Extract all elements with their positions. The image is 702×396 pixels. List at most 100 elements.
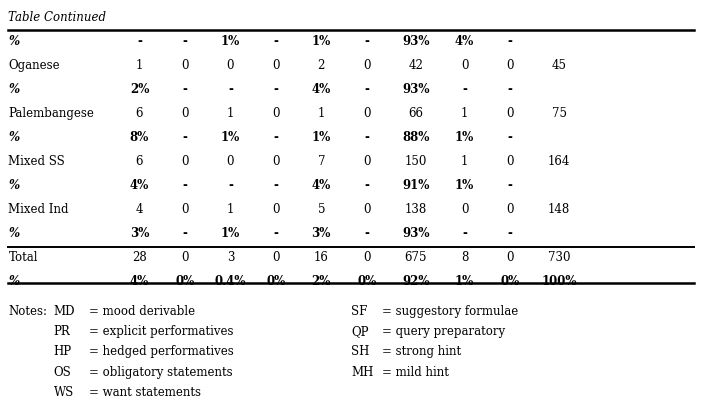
Text: 0: 0 bbox=[272, 59, 279, 72]
Text: 0: 0 bbox=[506, 251, 514, 264]
Text: 0: 0 bbox=[363, 155, 371, 168]
Text: 164: 164 bbox=[548, 155, 570, 168]
Text: 4%: 4% bbox=[312, 83, 331, 96]
Text: -: - bbox=[364, 131, 369, 144]
Text: -: - bbox=[228, 83, 233, 96]
Text: = want statements: = want statements bbox=[88, 386, 201, 396]
Text: 0%: 0% bbox=[501, 274, 519, 287]
Text: Palembangese: Palembangese bbox=[8, 107, 94, 120]
Text: -: - bbox=[462, 227, 467, 240]
Text: SF: SF bbox=[351, 305, 367, 318]
Text: 1%: 1% bbox=[220, 35, 240, 48]
Text: 1%: 1% bbox=[312, 35, 331, 48]
Text: = hedged performatives: = hedged performatives bbox=[88, 345, 234, 358]
Text: 0: 0 bbox=[363, 203, 371, 216]
Text: 730: 730 bbox=[548, 251, 570, 264]
Text: = mild hint: = mild hint bbox=[383, 366, 449, 379]
Text: 93%: 93% bbox=[402, 227, 430, 240]
Text: 6: 6 bbox=[135, 155, 143, 168]
Text: = obligatory statements: = obligatory statements bbox=[88, 366, 232, 379]
Text: -: - bbox=[273, 83, 278, 96]
Text: 0: 0 bbox=[272, 107, 279, 120]
Text: 675: 675 bbox=[404, 251, 427, 264]
Text: 1%: 1% bbox=[220, 227, 240, 240]
Text: -: - bbox=[364, 83, 369, 96]
Text: 91%: 91% bbox=[402, 179, 430, 192]
Text: 0: 0 bbox=[181, 251, 189, 264]
Text: %: % bbox=[8, 35, 20, 48]
Text: -: - bbox=[364, 179, 369, 192]
Text: -: - bbox=[508, 35, 512, 48]
Text: Mixed SS: Mixed SS bbox=[8, 155, 65, 168]
Text: = suggestory formulae: = suggestory formulae bbox=[383, 305, 519, 318]
Text: %: % bbox=[8, 179, 20, 192]
Text: 0: 0 bbox=[363, 251, 371, 264]
Text: PR: PR bbox=[54, 325, 71, 338]
Text: 42: 42 bbox=[409, 59, 423, 72]
Text: -: - bbox=[228, 179, 233, 192]
Text: 0: 0 bbox=[363, 107, 371, 120]
Text: 0: 0 bbox=[461, 59, 468, 72]
Text: 5: 5 bbox=[317, 203, 325, 216]
Text: 45: 45 bbox=[552, 59, 567, 72]
Text: -: - bbox=[508, 83, 512, 96]
Text: 1: 1 bbox=[461, 107, 468, 120]
Text: 92%: 92% bbox=[402, 274, 430, 287]
Text: -: - bbox=[183, 179, 187, 192]
Text: 1: 1 bbox=[461, 155, 468, 168]
Text: 1%: 1% bbox=[455, 274, 475, 287]
Text: 4%: 4% bbox=[312, 179, 331, 192]
Text: 150: 150 bbox=[404, 155, 427, 168]
Text: 1%: 1% bbox=[312, 131, 331, 144]
Text: 100%: 100% bbox=[541, 274, 577, 287]
Text: 0: 0 bbox=[272, 155, 279, 168]
Text: 93%: 93% bbox=[402, 35, 430, 48]
Text: 6: 6 bbox=[135, 107, 143, 120]
Text: 1: 1 bbox=[227, 203, 234, 216]
Text: %: % bbox=[8, 83, 20, 96]
Text: 4%: 4% bbox=[130, 179, 149, 192]
Text: -: - bbox=[273, 131, 278, 144]
Text: 0: 0 bbox=[181, 59, 189, 72]
Text: 1%: 1% bbox=[455, 131, 475, 144]
Text: -: - bbox=[183, 131, 187, 144]
Text: 1%: 1% bbox=[455, 179, 475, 192]
Text: 2%: 2% bbox=[312, 274, 331, 287]
Text: = strong hint: = strong hint bbox=[383, 345, 462, 358]
Text: 0.4%: 0.4% bbox=[215, 274, 246, 287]
Text: -: - bbox=[462, 83, 467, 96]
Text: 0%: 0% bbox=[357, 274, 376, 287]
Text: 4: 4 bbox=[135, 203, 143, 216]
Text: MD: MD bbox=[54, 305, 75, 318]
Text: 2: 2 bbox=[317, 59, 325, 72]
Text: 0: 0 bbox=[461, 203, 468, 216]
Text: 0: 0 bbox=[227, 155, 234, 168]
Text: 0: 0 bbox=[181, 107, 189, 120]
Text: -: - bbox=[137, 35, 142, 48]
Text: 0%: 0% bbox=[266, 274, 286, 287]
Text: Total: Total bbox=[8, 251, 38, 264]
Text: 0: 0 bbox=[506, 155, 514, 168]
Text: -: - bbox=[364, 227, 369, 240]
Text: 0: 0 bbox=[181, 155, 189, 168]
Text: QP: QP bbox=[351, 325, 369, 338]
Text: 3: 3 bbox=[227, 251, 234, 264]
Text: 1: 1 bbox=[135, 59, 143, 72]
Text: Mixed Ind: Mixed Ind bbox=[8, 203, 69, 216]
Text: Table Continued: Table Continued bbox=[8, 11, 107, 25]
Text: = query preparatory: = query preparatory bbox=[383, 325, 505, 338]
Text: 2%: 2% bbox=[130, 83, 149, 96]
Text: = mood derivable: = mood derivable bbox=[88, 305, 195, 318]
Text: 1: 1 bbox=[317, 107, 325, 120]
Text: 8%: 8% bbox=[130, 131, 149, 144]
Text: 0: 0 bbox=[506, 203, 514, 216]
Text: Notes:: Notes: bbox=[8, 305, 47, 318]
Text: SH: SH bbox=[351, 345, 369, 358]
Text: 0: 0 bbox=[227, 59, 234, 72]
Text: 0: 0 bbox=[506, 59, 514, 72]
Text: Oganese: Oganese bbox=[8, 59, 60, 72]
Text: 75: 75 bbox=[552, 107, 567, 120]
Text: 0: 0 bbox=[272, 203, 279, 216]
Text: 66: 66 bbox=[408, 107, 423, 120]
Text: 28: 28 bbox=[132, 251, 147, 264]
